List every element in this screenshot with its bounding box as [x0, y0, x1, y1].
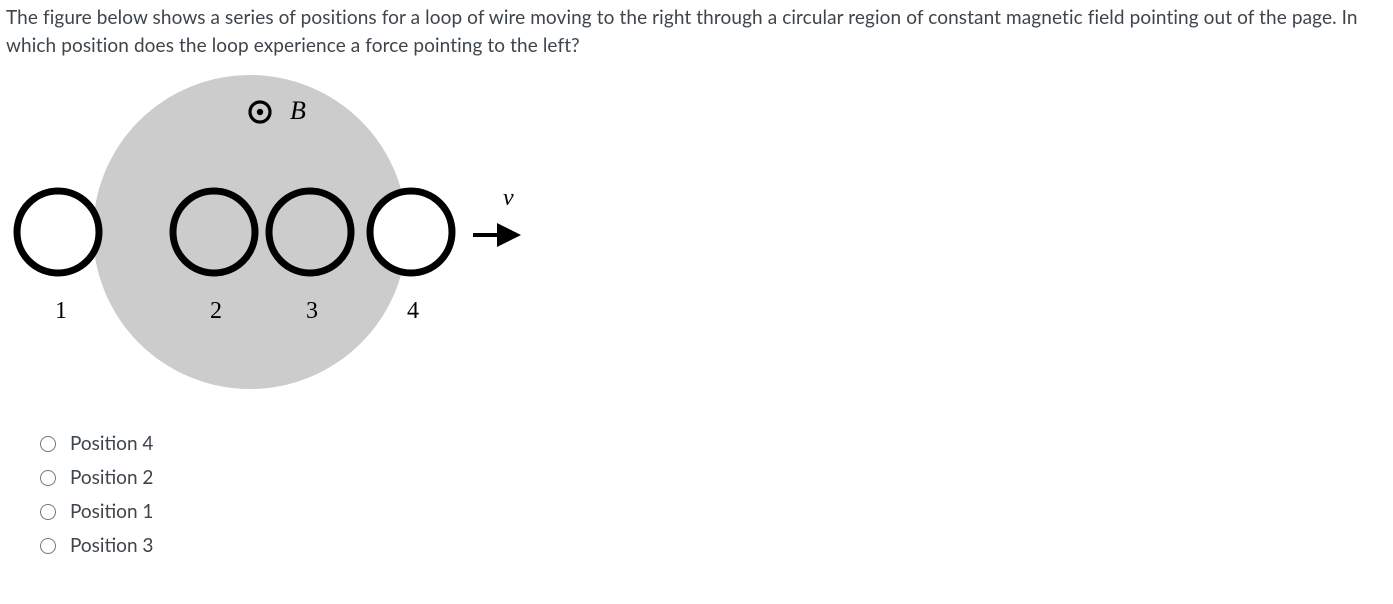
option-label: Position 4 — [70, 430, 153, 458]
physics-figure: 1 2 3 4 B⃗ v⃗ — [10, 75, 570, 395]
svg-text:4: 4 — [407, 298, 419, 324]
option-row[interactable]: Position 2 — [40, 461, 1393, 495]
figure-area: 1 2 3 4 B⃗ v⃗ — [10, 75, 570, 395]
options-list: Position 4 Position 2 Position 1 Positio… — [40, 427, 1393, 563]
option-label: Position 2 — [70, 464, 153, 492]
question-text: The figure below shows a series of posit… — [0, 0, 1393, 59]
option-radio[interactable] — [40, 470, 56, 486]
option-label: Position 1 — [70, 498, 153, 526]
option-radio[interactable] — [40, 538, 56, 554]
svg-text:1: 1 — [55, 298, 67, 324]
option-row[interactable]: Position 1 — [40, 495, 1393, 529]
option-label: Position 3 — [70, 532, 153, 560]
option-row[interactable]: Position 4 — [40, 427, 1393, 461]
svg-text:2: 2 — [210, 298, 222, 324]
svg-text:3: 3 — [306, 298, 318, 324]
option-radio[interactable] — [40, 436, 56, 452]
svg-text:B⃗: B⃗ — [290, 96, 326, 125]
option-radio[interactable] — [40, 504, 56, 520]
svg-text:v⃗: v⃗ — [503, 185, 532, 211]
option-row[interactable]: Position 3 — [40, 529, 1393, 563]
